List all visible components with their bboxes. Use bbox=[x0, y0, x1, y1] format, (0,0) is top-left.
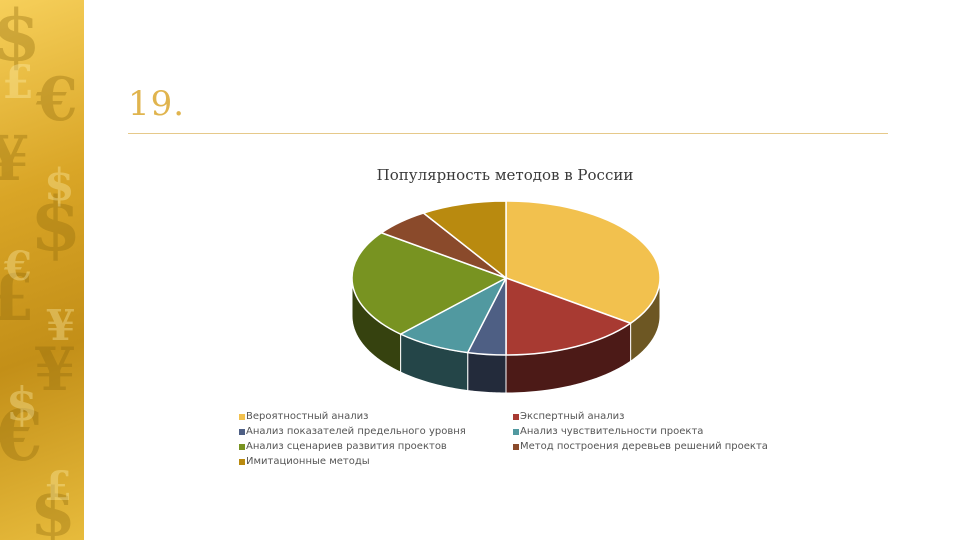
legend-item: Метод построения деревьев решений проект… bbox=[513, 440, 799, 454]
pie-slice-side-3 bbox=[467, 352, 507, 394]
svg-text:£: £ bbox=[44, 463, 72, 510]
legend-swatch bbox=[513, 444, 519, 450]
legend-item: Анализ чувствительности проекта bbox=[513, 425, 799, 439]
legend-label: Анализ сценариев развития проектов bbox=[246, 441, 447, 452]
svg-text:$: $ bbox=[44, 160, 75, 211]
svg-text:$: $ bbox=[30, 182, 82, 268]
legend-item: Имитационные методы bbox=[239, 455, 513, 469]
legend-label: Экспертный анализ bbox=[520, 411, 625, 422]
title-divider bbox=[128, 133, 888, 134]
legend-swatch bbox=[239, 414, 245, 420]
legend-label: Анализ чувствительности проекта bbox=[520, 426, 704, 437]
pie-slice-1 bbox=[505, 200, 661, 325]
legend-item: Анализ сценариев развития проектов bbox=[239, 440, 513, 454]
legend-swatch bbox=[513, 429, 519, 435]
legend-item: Вероятностный анализ bbox=[239, 410, 513, 424]
legend-label: Имитационные методы bbox=[246, 456, 370, 467]
svg-text:¥: ¥ bbox=[34, 335, 76, 405]
legend-label: Анализ показателей предельного уровня bbox=[246, 426, 466, 437]
chart-title: Популярность методов в России bbox=[376, 166, 634, 184]
legend-swatch bbox=[239, 459, 245, 465]
legend-label: Метод построения деревьев решений проект… bbox=[520, 441, 768, 452]
pie-slice-2 bbox=[505, 277, 632, 356]
legend-swatch bbox=[513, 414, 519, 420]
svg-text:€: € bbox=[0, 394, 43, 477]
decorative-currency-panel: $ € ¥ $ £ ¥ € $ £ $ € ¥ $ £ bbox=[0, 0, 84, 540]
legend-swatch bbox=[239, 444, 245, 450]
legend-item: Анализ показателей предельного уровня bbox=[239, 425, 513, 439]
legend-swatch bbox=[239, 429, 245, 435]
svg-text:€: € bbox=[35, 65, 78, 135]
svg-text:$: $ bbox=[30, 473, 76, 540]
svg-text:£: £ bbox=[0, 261, 35, 336]
legend-item: Экспертный анализ bbox=[513, 410, 799, 424]
legend-label: Вероятностный анализ bbox=[246, 411, 369, 422]
svg-text:€: € bbox=[3, 243, 32, 290]
chart-legend: Вероятностный анализ Экспертный анализ Ана… bbox=[239, 410, 799, 469]
pie-slice-7 bbox=[422, 200, 507, 279]
svg-text:¥: ¥ bbox=[46, 301, 75, 350]
svg-text:¥: ¥ bbox=[0, 122, 29, 195]
svg-text:£: £ bbox=[2, 55, 34, 109]
pie-slice-5 bbox=[351, 231, 507, 335]
svg-text:$: $ bbox=[6, 377, 38, 431]
svg-text:$: $ bbox=[0, 0, 41, 77]
slide-title: 19. bbox=[128, 84, 186, 124]
